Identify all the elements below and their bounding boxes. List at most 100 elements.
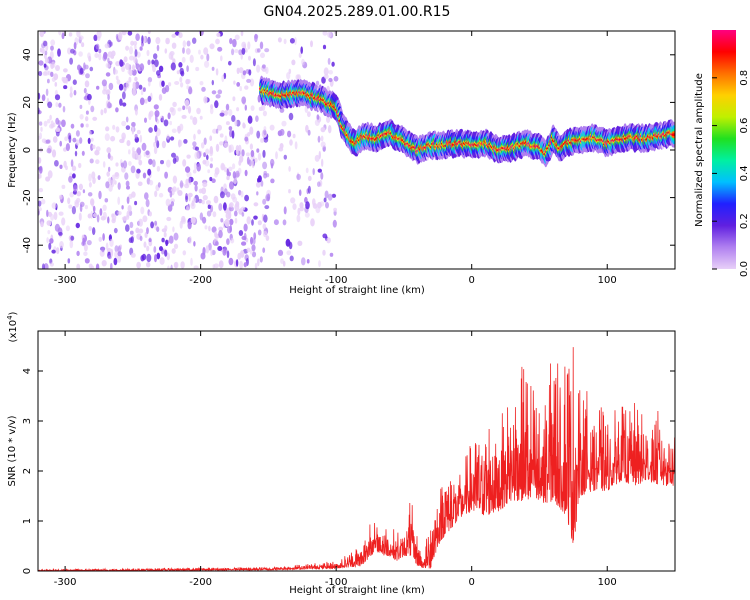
noise-point xyxy=(136,129,141,135)
noise-point xyxy=(310,218,315,227)
noise-point xyxy=(154,190,158,198)
noise-point xyxy=(82,237,85,246)
noise-point xyxy=(45,139,51,144)
noise-point xyxy=(161,80,165,87)
noise-point xyxy=(144,98,148,104)
spectrogram-x-ticks: -300 -200 -100 0 100 xyxy=(54,31,617,286)
figure-title: GN04.2025.289.01.00.R15 xyxy=(264,4,451,20)
noise-point xyxy=(304,212,310,218)
x-tick-label: 0 xyxy=(469,577,475,588)
noise-point xyxy=(243,262,247,268)
noise-point xyxy=(110,135,116,142)
noise-point xyxy=(255,181,261,188)
noise-point xyxy=(182,250,187,256)
noise-point xyxy=(178,62,183,68)
noise-point xyxy=(58,231,63,236)
noise-point xyxy=(75,130,80,137)
noise-point xyxy=(125,116,129,123)
noise-point xyxy=(105,72,111,77)
snr-frame xyxy=(37,330,676,572)
noise-point xyxy=(213,195,219,204)
noise-point xyxy=(44,57,49,64)
noise-point xyxy=(141,35,144,44)
noise-point xyxy=(125,80,130,89)
noise-point xyxy=(101,247,105,253)
noise-point xyxy=(98,52,102,61)
noise-point xyxy=(174,81,180,85)
noise-point xyxy=(51,249,56,254)
noise-point xyxy=(47,101,53,109)
noise-point xyxy=(64,136,68,142)
noise-point xyxy=(68,204,73,209)
noise-point xyxy=(206,53,210,62)
noise-point xyxy=(49,262,55,267)
noise-point xyxy=(117,254,122,263)
noise-point xyxy=(320,135,324,142)
noise-point xyxy=(244,136,249,142)
noise-point xyxy=(172,226,175,233)
noise-point xyxy=(163,231,167,238)
noise-point xyxy=(126,140,131,147)
noise-point xyxy=(69,57,73,65)
noise-point xyxy=(210,157,214,162)
noise-point xyxy=(232,96,236,102)
noise-point xyxy=(88,263,93,269)
noise-point xyxy=(92,116,98,121)
y-tick-label: -40 xyxy=(22,237,33,253)
noise-point xyxy=(137,181,143,187)
noise-point xyxy=(83,251,88,257)
noise-point xyxy=(147,59,151,66)
noise-point xyxy=(283,206,287,215)
noise-point xyxy=(107,152,111,160)
noise-point xyxy=(95,263,100,269)
noise-point xyxy=(314,154,320,162)
noise-point xyxy=(226,238,230,246)
noise-point xyxy=(202,216,207,224)
noise-point xyxy=(105,181,110,189)
noise-point xyxy=(251,244,256,252)
x-tick-label: -300 xyxy=(54,577,77,588)
noise-point xyxy=(38,135,41,141)
noise-point xyxy=(262,64,266,69)
noise-point xyxy=(113,69,118,75)
noise-point xyxy=(215,68,219,76)
noise-point xyxy=(78,212,82,221)
noise-point xyxy=(82,189,86,194)
noise-point xyxy=(166,159,171,168)
noise-point xyxy=(241,149,245,157)
noise-point xyxy=(73,89,77,96)
noise-point xyxy=(151,59,155,65)
noise-point xyxy=(243,232,247,241)
noise-point xyxy=(127,205,132,212)
noise-point xyxy=(164,249,168,257)
noise-point xyxy=(128,149,131,155)
noise-point xyxy=(61,76,65,82)
noise-point xyxy=(283,38,287,45)
noise-point xyxy=(298,189,302,196)
noise-point xyxy=(56,247,60,255)
noise-point xyxy=(136,261,141,269)
noise-point xyxy=(40,126,43,132)
noise-point xyxy=(262,149,266,158)
noise-point xyxy=(39,31,45,38)
noise-point xyxy=(96,31,102,39)
noise-point xyxy=(41,47,45,55)
noise-point xyxy=(187,105,192,114)
noise-point xyxy=(210,248,213,257)
noise-point xyxy=(104,133,110,142)
noise-point xyxy=(132,88,137,96)
noise-point xyxy=(71,165,77,172)
noise-point xyxy=(327,57,331,65)
noise-point xyxy=(208,225,211,232)
noise-point xyxy=(112,124,116,130)
noise-point xyxy=(289,38,295,44)
noise-point xyxy=(245,152,250,157)
noise-point xyxy=(160,160,164,165)
noise-point xyxy=(248,159,252,167)
noise-point xyxy=(47,230,51,235)
noise-point xyxy=(88,173,92,182)
noise-point xyxy=(216,32,221,38)
noise-point xyxy=(171,107,176,116)
y-tick-label: 0 xyxy=(22,568,33,574)
noise-point xyxy=(128,55,135,61)
